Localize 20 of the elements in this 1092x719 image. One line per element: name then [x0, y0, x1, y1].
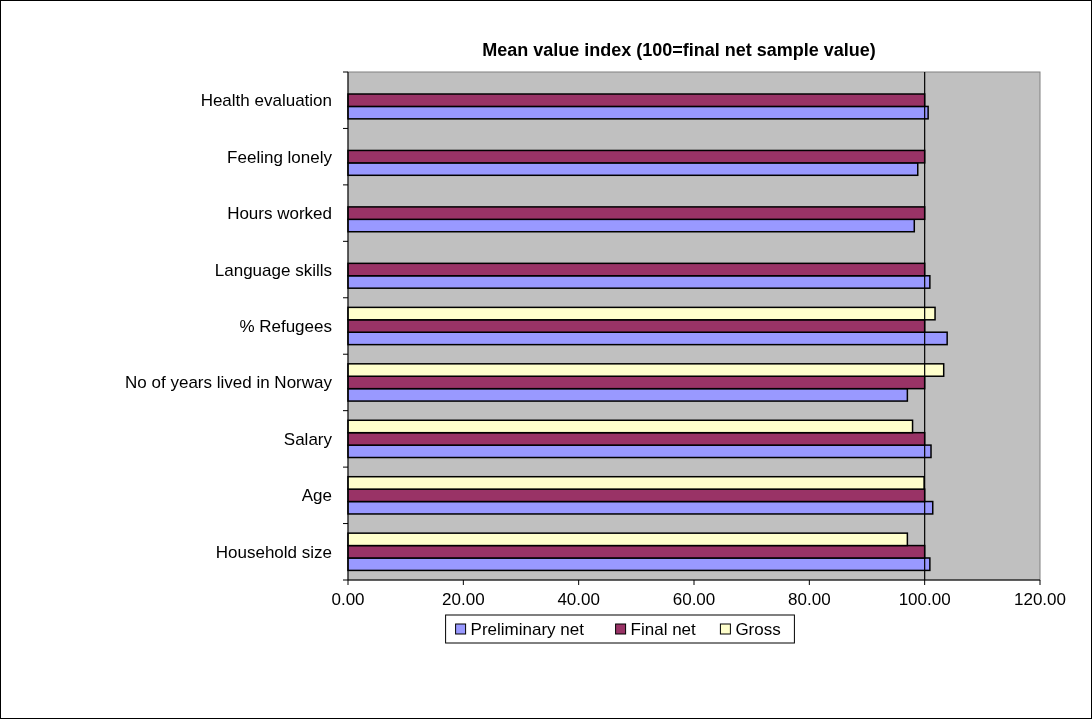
y-tick-label: Feeling lonely	[227, 147, 333, 167]
legend-label: Final net	[630, 620, 697, 639]
chart-title: Mean value index (100=final net sample value)	[482, 40, 876, 60]
x-tick-label: 0.00	[331, 590, 365, 609]
y-tick-label: Salary	[283, 429, 333, 449]
y-tick-label: Health evaluation	[200, 91, 332, 111]
legend-label: Preliminary net	[470, 620, 585, 639]
x-tick-label: 40.00	[557, 590, 600, 609]
y-tick-label: Household size	[215, 542, 332, 562]
x-tick-label: 20.00	[442, 590, 485, 609]
x-tick-label: 120.00	[1014, 590, 1066, 609]
y-tick-label: % Refugees	[239, 317, 332, 336]
y-tick-label: Hours worked	[227, 204, 332, 224]
legend-label: Gross	[735, 620, 781, 639]
x-tick-label: 100.00	[898, 590, 951, 609]
y-tick-label: Language skills	[214, 260, 332, 280]
x-tick-label: 80.00	[788, 590, 831, 609]
y-tick-label: No of years lived in Norway	[125, 373, 333, 393]
y-tick-label: Age	[301, 486, 332, 506]
x-tick-label: 60.00	[672, 590, 716, 609]
